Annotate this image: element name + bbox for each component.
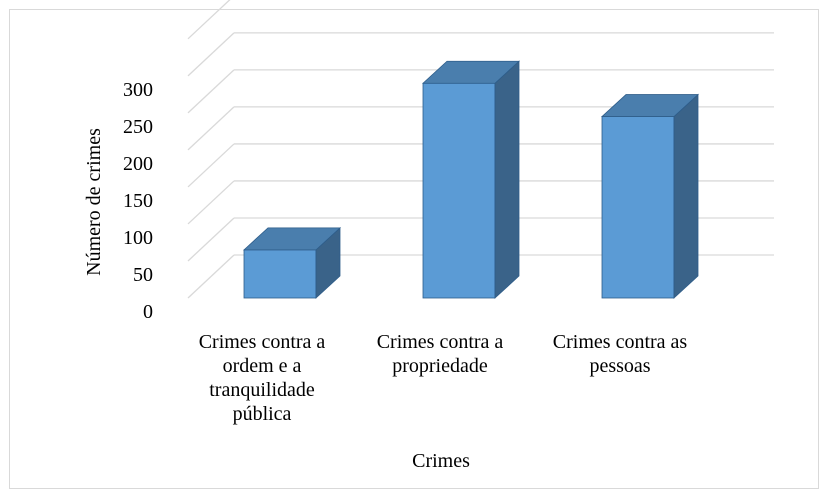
y-tick-label: 200	[123, 153, 153, 175]
y-tick-label: 100	[123, 227, 153, 249]
x-axis-title: Crimes	[412, 450, 470, 472]
x-category-label-line: pessoas	[589, 355, 650, 377]
x-category-label-line: pública	[233, 403, 292, 425]
x-category-label-line: Crimes contra a	[199, 331, 326, 353]
x-category-label-line: ordem e a	[223, 355, 302, 377]
bar-2	[600, 93, 700, 299]
bar-1	[421, 60, 521, 299]
y-tick-label: 300	[123, 79, 153, 101]
y-tick-label: 250	[123, 116, 153, 138]
x-category-label-line: Crimes contra as	[553, 331, 688, 353]
x-category-label-line: propriedade	[392, 355, 488, 377]
x-category-label-line: Crimes contra a	[377, 331, 504, 353]
bar-0	[242, 226, 342, 299]
y-axis-ticks: 0 50 100 150 200 250 300	[123, 79, 153, 323]
x-axis-categories: Crimes contra a ordem e a tranquilidade púb…	[199, 331, 688, 425]
x-category-label: Crimes contra a propriedade	[377, 331, 504, 377]
bars	[242, 60, 700, 299]
y-tick-label: 50	[133, 264, 153, 286]
gridline-300	[187, 32, 774, 77]
y-axis-title: Número de crimes	[83, 128, 105, 276]
y-tick-label: 150	[123, 190, 153, 212]
x-category-label: Crimes contra as pessoas	[553, 331, 688, 377]
gridline-350	[187, 0, 231, 40]
x-category-label-line: tranquilidade	[209, 379, 315, 401]
y-tick-label: 0	[143, 301, 153, 323]
x-category-label: Crimes contra a ordem e a tranquilidade púb…	[199, 331, 326, 425]
